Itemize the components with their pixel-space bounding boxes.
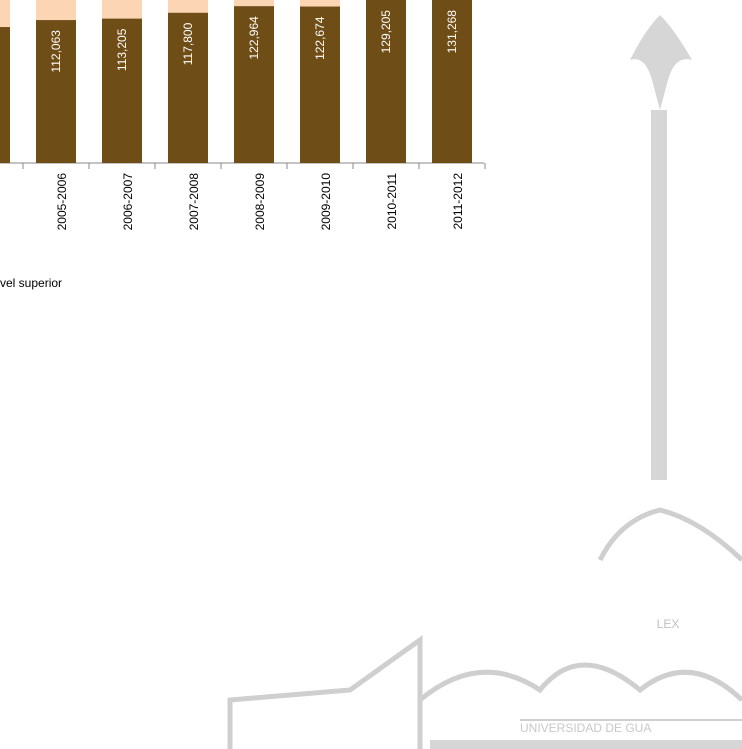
bar (432, 0, 472, 163)
roof (227, 635, 423, 749)
x-tick-label: 2005-2006 (55, 173, 69, 231)
watermark-motto: LEX (657, 617, 680, 631)
bar-top-segment (102, 0, 142, 19)
x-tick-label: 2009-2010 (319, 173, 333, 231)
value-label: 112,063 (49, 30, 63, 73)
bar (102, 18, 142, 164)
bar-top-segment (168, 0, 208, 13)
value-label: 122,674 (313, 16, 327, 60)
bar (168, 12, 208, 163)
bar (36, 20, 76, 163)
bar-top-segment (234, 0, 274, 7)
legend-label: vel superior (0, 276, 62, 290)
bar (234, 6, 274, 164)
x-tick-label: 2006-2007 (121, 173, 135, 231)
base (430, 740, 742, 749)
column (651, 110, 667, 480)
watermark: UNIVERSIDAD DE GUA LEX (227, 15, 742, 749)
x-tick-label: 2007-2008 (187, 173, 201, 231)
watermark-text: UNIVERSIDAD DE GUA (520, 721, 651, 735)
bar (300, 6, 340, 164)
bar-top-segment (300, 0, 340, 7)
value-label: 129,205 (379, 10, 393, 54)
bar (366, 0, 406, 163)
eagle (630, 15, 692, 110)
value-label: 113,205 (115, 28, 129, 71)
scroll (418, 662, 742, 702)
bar-top-segment (0, 0, 10, 28)
bar-top-segment (36, 0, 76, 21)
x-tick-label: 2008-2009 (253, 173, 267, 231)
value-label: 122,964 (247, 16, 261, 60)
value-label: 117,800 (181, 22, 195, 65)
bar (0, 27, 10, 164)
value-label: 131,268 (445, 10, 459, 54)
x-tick-label: 2010-2011 (385, 173, 399, 230)
x-tick-label: 2011-2012 (451, 173, 465, 230)
arch (597, 507, 742, 562)
